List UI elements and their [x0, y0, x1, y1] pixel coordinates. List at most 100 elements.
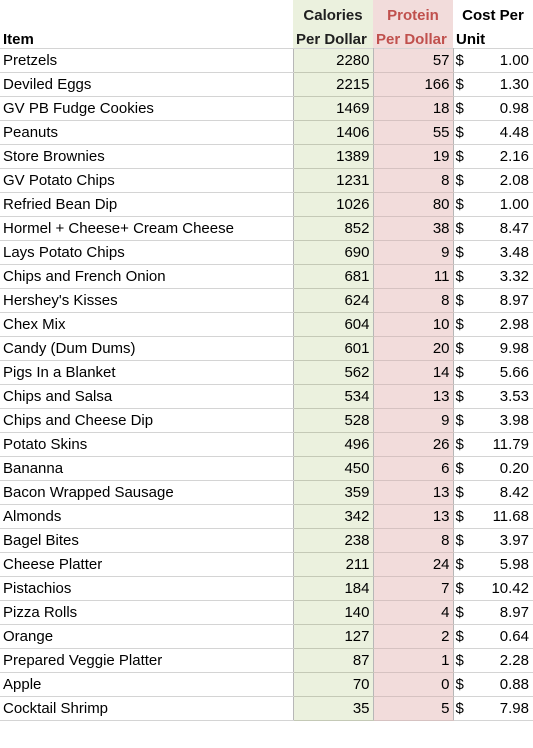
protein-per-dollar-cell[interactable]: 0 — [372, 672, 454, 697]
item-cell[interactable]: Lays Potato Chips — [0, 240, 293, 265]
item-cell[interactable]: Pistachios — [0, 576, 293, 601]
protein-per-dollar-cell[interactable]: 11 — [372, 264, 454, 289]
item-cell[interactable]: Refried Bean Dip — [0, 192, 293, 217]
item-cell[interactable]: Deviled Eggs — [0, 72, 293, 97]
calories-per-dollar-cell[interactable]: 562 — [292, 360, 374, 385]
protein-per-dollar-cell[interactable]: 80 — [372, 192, 454, 217]
cost-per-unit-cell[interactable]: $0.64 — [453, 624, 533, 649]
item-cell[interactable]: Cheese Platter — [0, 552, 293, 577]
item-cell[interactable]: Pretzels — [0, 48, 293, 73]
cost-per-unit-cell[interactable]: $3.53 — [453, 384, 533, 409]
calories-per-dollar-cell[interactable]: 184 — [292, 576, 374, 601]
cost-per-unit-cell[interactable]: $1.30 — [453, 72, 533, 97]
item-cell[interactable]: Potato Skins — [0, 432, 293, 457]
cost-per-unit-cell[interactable]: $8.42 — [453, 480, 533, 505]
calories-per-dollar-cell[interactable]: 1231 — [292, 168, 374, 193]
protein-per-dollar-cell[interactable]: 14 — [372, 360, 454, 385]
protein-per-dollar-cell[interactable]: 9 — [372, 408, 454, 433]
cost-per-unit-cell[interactable]: $8.47 — [453, 216, 533, 241]
item-cell[interactable]: Candy (Dum Dums) — [0, 336, 293, 361]
calories-per-dollar-cell[interactable]: 1389 — [292, 144, 374, 169]
item-cell[interactable]: Bacon Wrapped Sausage — [0, 480, 293, 505]
calories-per-dollar-cell[interactable]: 624 — [292, 288, 374, 313]
calories-per-dollar-cell[interactable]: 601 — [292, 336, 374, 361]
cost-per-unit-cell[interactable]: $2.28 — [453, 648, 533, 673]
calories-per-dollar-cell[interactable]: 35 — [292, 696, 374, 721]
cost-per-unit-cell[interactable]: $11.68 — [453, 504, 533, 529]
item-cell[interactable]: Hormel + Cheese+ Cream Cheese — [0, 216, 293, 241]
protein-per-dollar-cell[interactable]: 10 — [372, 312, 454, 337]
protein-per-dollar-cell[interactable]: 13 — [372, 384, 454, 409]
item-cell[interactable]: Apple — [0, 672, 293, 697]
item-cell[interactable]: Hershey's Kisses — [0, 288, 293, 313]
protein-per-dollar-cell[interactable]: 8 — [372, 288, 454, 313]
header-protein-line1[interactable]: Protein — [373, 0, 453, 24]
protein-per-dollar-cell[interactable]: 5 — [372, 696, 454, 721]
cost-per-unit-cell[interactable]: $8.97 — [453, 600, 533, 625]
calories-per-dollar-cell[interactable]: 450 — [292, 456, 374, 481]
protein-per-dollar-cell[interactable]: 13 — [372, 480, 454, 505]
item-cell[interactable]: Pizza Rolls — [0, 600, 293, 625]
header-calories-line2[interactable]: Per Dollar — [293, 24, 373, 49]
item-cell[interactable]: Chips and French Onion — [0, 264, 293, 289]
calories-per-dollar-cell[interactable]: 2280 — [292, 48, 374, 73]
item-cell[interactable]: Almonds — [0, 504, 293, 529]
header-protein-line2[interactable]: Per Dollar — [373, 24, 453, 49]
protein-per-dollar-cell[interactable]: 2 — [372, 624, 454, 649]
calories-per-dollar-cell[interactable]: 852 — [292, 216, 374, 241]
calories-per-dollar-cell[interactable]: 604 — [292, 312, 374, 337]
cost-per-unit-cell[interactable]: $11.79 — [453, 432, 533, 457]
protein-per-dollar-cell[interactable]: 24 — [372, 552, 454, 577]
calories-per-dollar-cell[interactable]: 2215 — [292, 72, 374, 97]
protein-per-dollar-cell[interactable]: 8 — [372, 168, 454, 193]
item-cell[interactable]: Store Brownies — [0, 144, 293, 169]
calories-per-dollar-cell[interactable]: 1469 — [292, 96, 374, 121]
calories-per-dollar-cell[interactable]: 1026 — [292, 192, 374, 217]
calories-per-dollar-cell[interactable]: 690 — [292, 240, 374, 265]
cost-per-unit-cell[interactable]: $2.98 — [453, 312, 533, 337]
protein-per-dollar-cell[interactable]: 18 — [372, 96, 454, 121]
item-cell[interactable]: Chips and Salsa — [0, 384, 293, 409]
item-cell[interactable]: GV Potato Chips — [0, 168, 293, 193]
calories-per-dollar-cell[interactable]: 238 — [292, 528, 374, 553]
protein-per-dollar-cell[interactable]: 8 — [372, 528, 454, 553]
cost-per-unit-cell[interactable]: $7.98 — [453, 696, 533, 721]
item-cell[interactable]: Bagel Bites — [0, 528, 293, 553]
protein-per-dollar-cell[interactable]: 20 — [372, 336, 454, 361]
header-cost-line2[interactable]: Unit — [456, 31, 486, 48]
item-cell[interactable]: Peanuts — [0, 120, 293, 145]
cost-per-unit-cell[interactable]: $8.97 — [453, 288, 533, 313]
protein-per-dollar-cell[interactable]: 166 — [372, 72, 454, 97]
calories-per-dollar-cell[interactable]: 359 — [292, 480, 374, 505]
cost-per-unit-cell[interactable]: $3.97 — [453, 528, 533, 553]
header-calories-line1[interactable]: Calories — [293, 0, 373, 24]
cost-per-unit-cell[interactable]: $0.88 — [453, 672, 533, 697]
cost-per-unit-cell[interactable]: $3.98 — [453, 408, 533, 433]
calories-per-dollar-cell[interactable]: 534 — [292, 384, 374, 409]
protein-per-dollar-cell[interactable]: 9 — [372, 240, 454, 265]
protein-per-dollar-cell[interactable]: 19 — [372, 144, 454, 169]
calories-per-dollar-cell[interactable]: 70 — [292, 672, 374, 697]
cost-per-unit-cell[interactable]: $5.66 — [453, 360, 533, 385]
cost-per-unit-cell[interactable]: $3.32 — [453, 264, 533, 289]
protein-per-dollar-cell[interactable]: 6 — [372, 456, 454, 481]
protein-per-dollar-cell[interactable]: 4 — [372, 600, 454, 625]
protein-per-dollar-cell[interactable]: 7 — [372, 576, 454, 601]
calories-per-dollar-cell[interactable]: 140 — [292, 600, 374, 625]
calories-per-dollar-cell[interactable]: 342 — [292, 504, 374, 529]
item-cell[interactable]: Chex Mix — [0, 312, 293, 337]
header-item[interactable]: Item — [3, 31, 34, 48]
cost-per-unit-cell[interactable]: $10.42 — [453, 576, 533, 601]
item-cell[interactable]: Cocktail Shrimp — [0, 696, 293, 721]
protein-per-dollar-cell[interactable]: 38 — [372, 216, 454, 241]
cost-per-unit-cell[interactable]: $3.48 — [453, 240, 533, 265]
cost-per-unit-cell[interactable]: $2.08 — [453, 168, 533, 193]
protein-per-dollar-cell[interactable]: 57 — [372, 48, 454, 73]
cost-per-unit-cell[interactable]: $4.48 — [453, 120, 533, 145]
item-cell[interactable]: Chips and Cheese Dip — [0, 408, 293, 433]
protein-per-dollar-cell[interactable]: 13 — [372, 504, 454, 529]
calories-per-dollar-cell[interactable]: 211 — [292, 552, 374, 577]
item-cell[interactable]: Orange — [0, 624, 293, 649]
header-item-blank[interactable] — [0, 0, 293, 24]
item-cell[interactable]: Prepared Veggie Platter — [0, 648, 293, 673]
